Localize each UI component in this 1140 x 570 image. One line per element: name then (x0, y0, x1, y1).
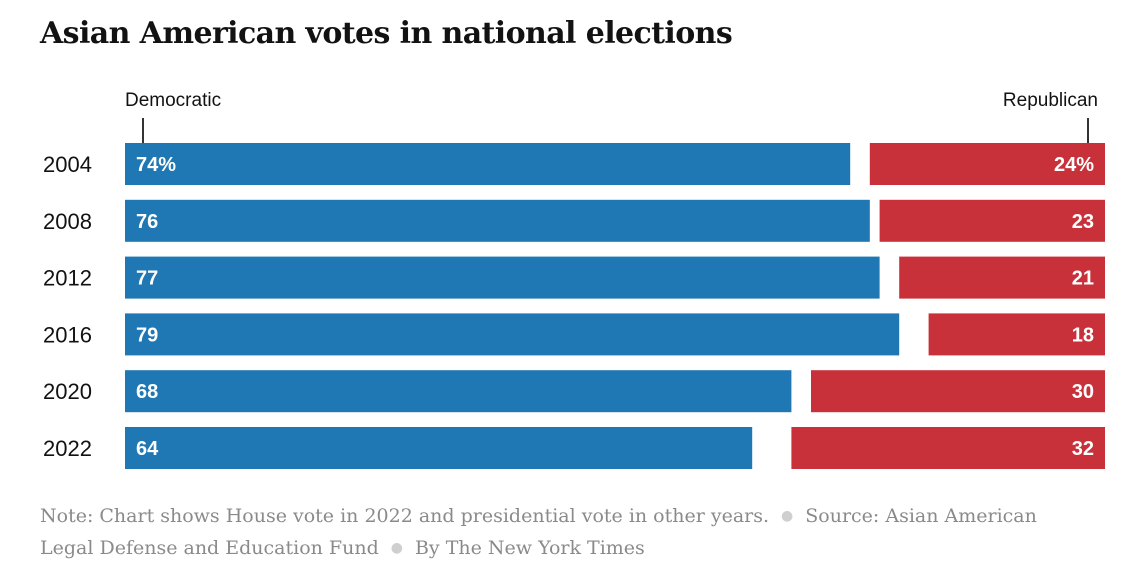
chart-footer: Note: Chart shows House vote in 2022 and… (40, 500, 1050, 564)
republican-bar (879, 199, 1105, 242)
legend-republican: Republican (1002, 90, 1098, 111)
year-label: 2012 (43, 266, 92, 291)
footer-separator: ● (781, 508, 794, 524)
democratic-bar (125, 313, 900, 356)
democratic-value-label: 68 (136, 381, 158, 403)
legend-democratic: Democratic (125, 90, 222, 111)
republican-bar (791, 427, 1105, 469)
democratic-bar (125, 370, 792, 413)
republican-value-label: 24% (1054, 154, 1094, 176)
year-label: 2016 (43, 322, 92, 347)
footer-separator: ● (390, 540, 403, 556)
democratic-bar (125, 143, 851, 185)
footer-source: Source: Asian American Legal Defense and… (40, 505, 1037, 559)
year-label: 2004 (43, 152, 92, 177)
year-label: 2020 (43, 379, 92, 404)
democratic-bar (125, 256, 880, 299)
year-label: 2022 (43, 436, 92, 461)
footer-note: Note: Chart shows House vote in 2022 and… (40, 505, 770, 527)
republican-value-label: 21 (1072, 268, 1094, 290)
republican-bar (928, 313, 1105, 356)
democratic-value-label: 74% (136, 154, 176, 176)
democratic-value-label: 77 (136, 268, 158, 290)
legend-republican-tick (1087, 118, 1089, 144)
democratic-value-label: 64 (136, 438, 159, 460)
bar-chart: 2004 74% 24% 2008 76 23 2012 77 21 2016 79 18 2020 68… (43, 143, 1105, 469)
year-label: 2008 (43, 209, 92, 234)
republican-bar (899, 256, 1105, 299)
republican-value-label: 18 (1072, 324, 1094, 346)
republican-value-label: 23 (1072, 211, 1094, 233)
republican-value-label: 32 (1072, 438, 1094, 460)
democratic-value-label: 76 (136, 211, 158, 233)
legend-democratic-tick (142, 118, 144, 144)
republican-bar (811, 370, 1105, 413)
republican-value-label: 30 (1072, 381, 1094, 403)
democratic-bar (125, 199, 870, 242)
footer-byline: By The New York Times (414, 537, 645, 559)
chart-title: Asian American votes in national electio… (40, 16, 733, 51)
democratic-value-label: 79 (136, 324, 158, 346)
republican-bar (869, 143, 1105, 185)
democratic-bar (125, 427, 753, 469)
